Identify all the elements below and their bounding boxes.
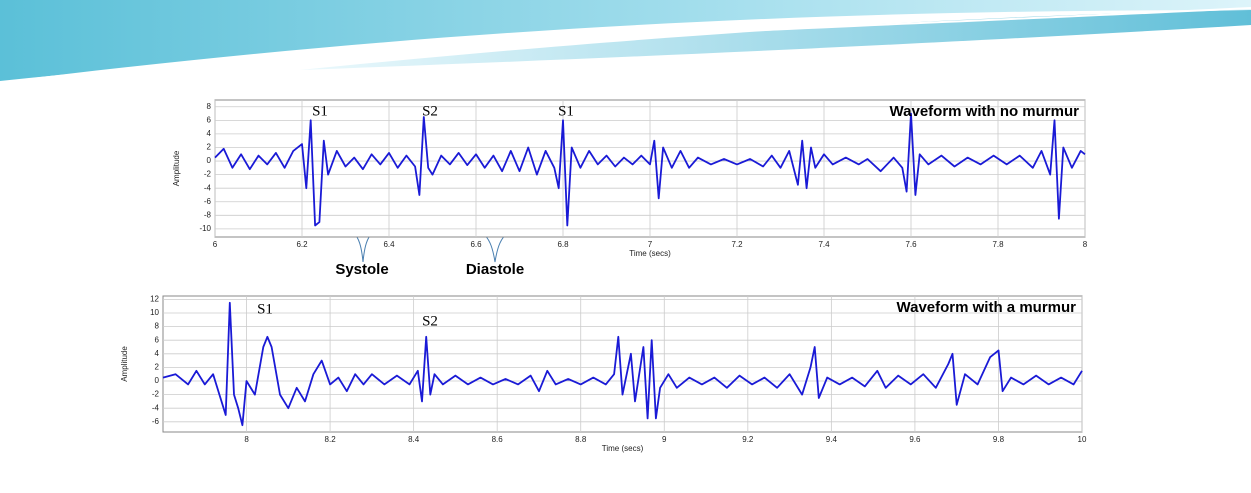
x-tick-label: 8.6 xyxy=(492,435,504,444)
x-tick-label: 6.2 xyxy=(296,240,308,249)
y-tick-label: 8 xyxy=(155,322,160,331)
annotation: Systole xyxy=(335,261,388,278)
y-tick-label: 12 xyxy=(150,295,159,304)
y-tick-label: 0 xyxy=(207,156,212,165)
x-tick-label: 8.8 xyxy=(575,435,587,444)
annotation: S1 xyxy=(257,301,273,317)
x-tick-label: 6 xyxy=(213,240,218,249)
annotation: Diastole xyxy=(466,261,524,278)
x-tick-label: 9.4 xyxy=(826,435,838,444)
y-tick-label: -6 xyxy=(204,197,212,206)
x-tick-label: 8.2 xyxy=(325,435,337,444)
annotation: S1 xyxy=(558,103,574,119)
x-tick-label: 9.6 xyxy=(909,435,921,444)
x-axis-label: Time (secs) xyxy=(602,444,644,453)
chart-title: Waveform with no murmur xyxy=(890,103,1080,120)
annotation: S2 xyxy=(422,313,438,329)
annotation: S2 xyxy=(422,103,438,119)
waveform xyxy=(162,301,1083,427)
x-tick-label: 8 xyxy=(244,435,249,444)
y-tick-label: 0 xyxy=(155,376,160,385)
y-tick-label: 6 xyxy=(207,115,212,124)
y-tick-label: 8 xyxy=(207,102,212,111)
x-tick-label: 6.4 xyxy=(383,240,395,249)
y-tick-label: -8 xyxy=(204,210,212,219)
x-tick-label: 9 xyxy=(662,435,667,444)
x-tick-label: 8 xyxy=(1083,240,1088,249)
y-tick-label: -10 xyxy=(199,224,211,233)
y-tick-label: -2 xyxy=(152,390,160,399)
x-tick-label: 7.2 xyxy=(731,240,743,249)
x-tick-label: 8.4 xyxy=(408,435,420,444)
y-tick-label: 4 xyxy=(207,129,212,138)
y-tick-label: -4 xyxy=(152,403,160,412)
header-swoosh xyxy=(0,0,1251,83)
y-tick-label: -2 xyxy=(204,170,212,179)
y-axis-label: Amplitude xyxy=(172,150,181,186)
y-tick-label: 2 xyxy=(207,143,212,152)
y-tick-label: 4 xyxy=(155,349,160,358)
chart-title: Waveform with a murmur xyxy=(897,299,1077,316)
y-tick-label: -6 xyxy=(152,417,160,426)
x-tick-label: 7.4 xyxy=(818,240,830,249)
y-tick-label: 10 xyxy=(150,308,159,317)
y-tick-label: 2 xyxy=(155,363,160,372)
x-tick-label: 6.6 xyxy=(470,240,482,249)
y-tick-label: 6 xyxy=(155,335,160,344)
waveform xyxy=(214,112,1086,227)
y-tick-label: -4 xyxy=(204,183,212,192)
y-axis-label: Amplitude xyxy=(120,346,129,382)
x-tick-label: 10 xyxy=(1078,435,1087,444)
plot-area xyxy=(162,295,1083,433)
x-tick-label: 9.8 xyxy=(993,435,1005,444)
annotation: S1 xyxy=(312,103,328,119)
x-tick-label: 7.6 xyxy=(905,240,917,249)
x-axis-label: Time (secs) xyxy=(629,249,671,258)
x-tick-label: 7 xyxy=(648,240,653,249)
x-tick-label: 9.2 xyxy=(742,435,754,444)
x-tick-label: 7.8 xyxy=(992,240,1004,249)
x-tick-label: 6.8 xyxy=(557,240,569,249)
